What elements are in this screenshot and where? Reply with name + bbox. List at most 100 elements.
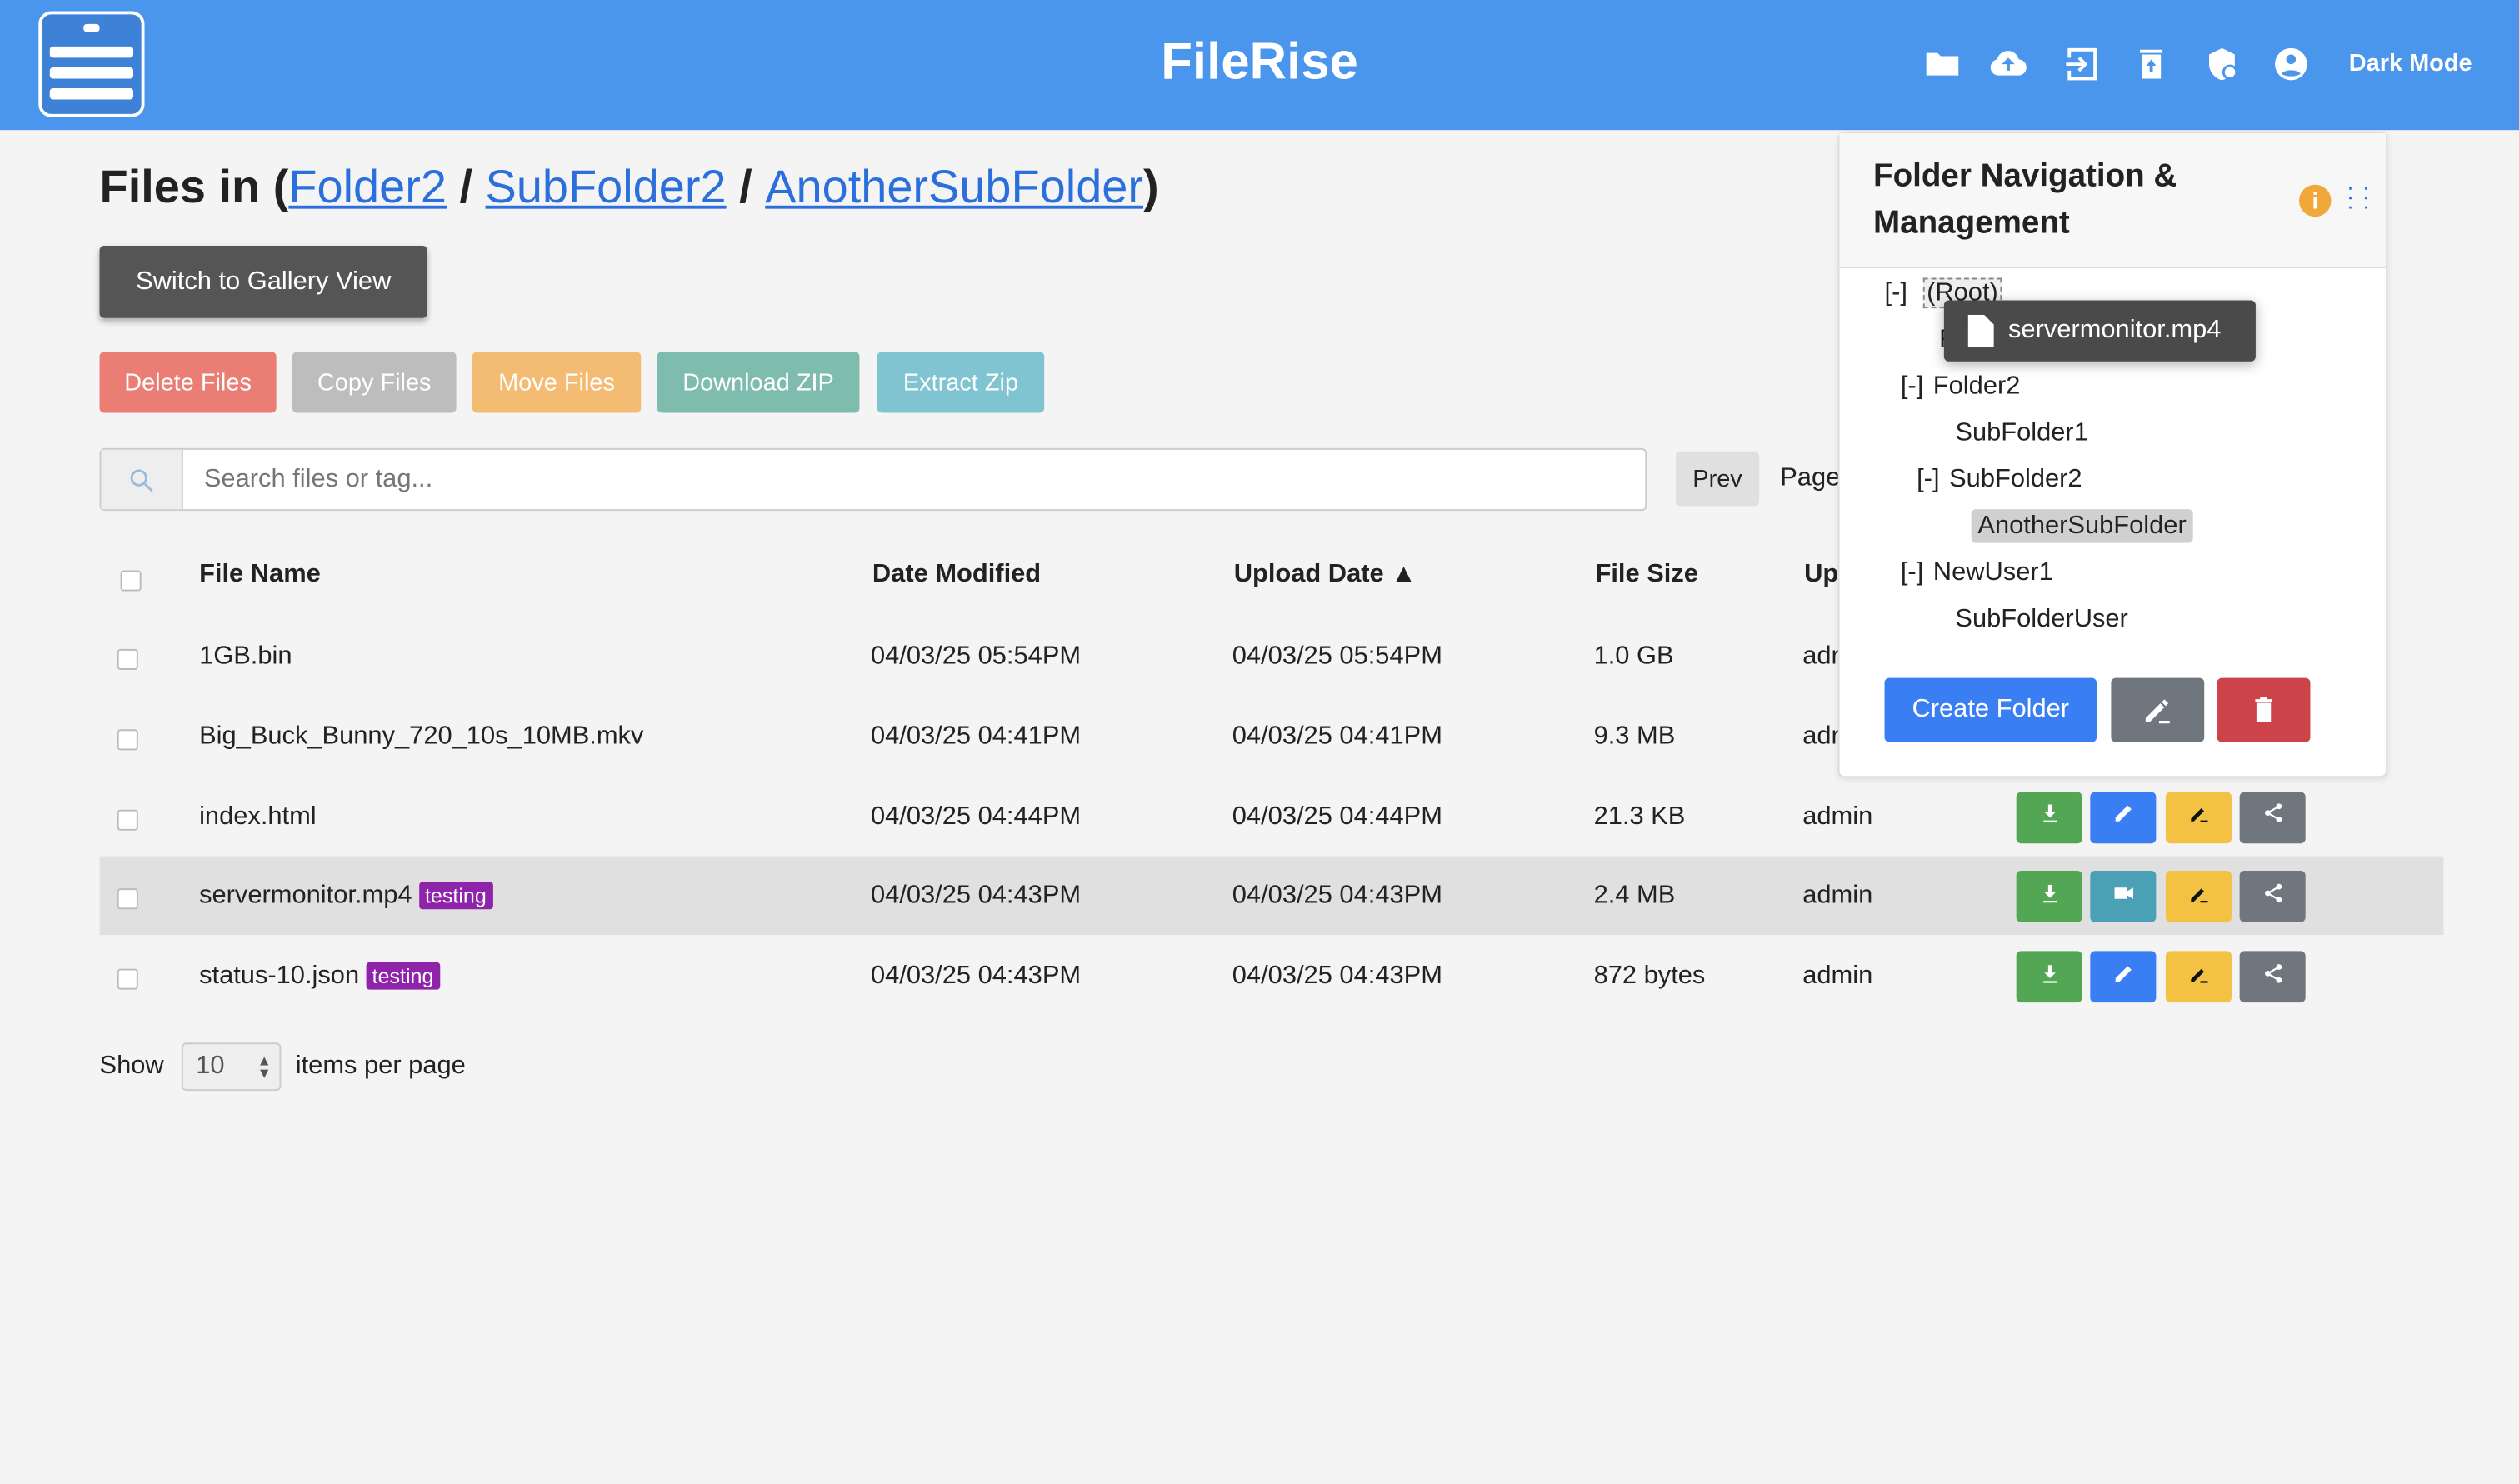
download-icon bbox=[2038, 962, 2061, 992]
copy-files-button[interactable]: Copy Files bbox=[292, 352, 457, 413]
tag-badge: testing bbox=[418, 882, 493, 911]
create-folder-button[interactable]: Create Folder bbox=[1884, 677, 2097, 742]
folder-icon[interactable] bbox=[1923, 45, 1962, 83]
file-size: 1.0 GB bbox=[1593, 642, 1674, 670]
download-icon bbox=[2038, 882, 2061, 912]
col-uploader[interactable]: Up bbox=[1804, 560, 1839, 588]
uploader: admin bbox=[1802, 962, 1873, 991]
page-indicator: Page bbox=[1780, 464, 1841, 492]
logout-icon[interactable] bbox=[2063, 45, 2102, 83]
panel-title: Folder Navigation & Management bbox=[1873, 158, 2177, 242]
edit-button[interactable] bbox=[2090, 951, 2157, 1003]
breadcrumb-subfolder2[interactable]: SubFolder2 bbox=[485, 162, 727, 214]
rename-button[interactable] bbox=[2165, 791, 2232, 843]
search-input[interactable] bbox=[201, 464, 1622, 497]
page-title: Files in (Folder2 / SubFolder2 / Another… bbox=[99, 162, 1159, 214]
collapse-toggle[interactable]: [-] bbox=[1884, 279, 1907, 307]
folder-label: SubFolder2 bbox=[1949, 466, 2082, 493]
download-icon bbox=[2038, 802, 2061, 832]
collapse-toggle[interactable]: [-] bbox=[1900, 558, 1924, 587]
delete-folder-button[interactable] bbox=[2217, 677, 2311, 742]
date-modified: 04/03/25 05:54PM bbox=[870, 642, 1082, 670]
video-camera-icon bbox=[2112, 882, 2134, 912]
date-modified: 04/03/25 04:41PM bbox=[870, 722, 1082, 750]
row-checkbox[interactable] bbox=[117, 728, 138, 750]
info-icon[interactable]: i bbox=[2298, 184, 2332, 217]
date-modified: 04/03/25 04:43PM bbox=[870, 962, 1082, 991]
admin-shield-icon[interactable] bbox=[2202, 45, 2241, 83]
col-file-name[interactable]: File Name bbox=[199, 560, 321, 588]
edit-button[interactable] bbox=[2090, 791, 2157, 843]
file-size: 2.4 MB bbox=[1593, 882, 1676, 911]
download-button[interactable] bbox=[2016, 951, 2082, 1003]
download-button[interactable] bbox=[2016, 791, 2082, 843]
file-name[interactable]: Big_Buck_Bunny_720_10s_10MB.mkv bbox=[199, 722, 644, 750]
extract-zip-button[interactable]: Extract Zip bbox=[877, 352, 1045, 413]
pencil-icon bbox=[2112, 962, 2134, 992]
folder-panel: Folder Navigation & Management i : :: : [… bbox=[1837, 132, 2388, 778]
row-checkbox[interactable] bbox=[117, 888, 138, 911]
folder-label: SubFolder1 bbox=[1955, 419, 2088, 447]
items-per-page-select[interactable]: 10 ▲ ▼ bbox=[181, 1042, 282, 1092]
share-button[interactable] bbox=[2239, 791, 2306, 843]
rename-button[interactable] bbox=[2165, 951, 2232, 1003]
folder-tree-item[interactable]: SubFolder1 bbox=[1955, 419, 2087, 448]
pencil-icon bbox=[2112, 802, 2134, 832]
folder-tree-item[interactable]: AnotherSubFolder bbox=[1971, 509, 2193, 543]
gallery-view-button[interactable]: Switch to Gallery View bbox=[99, 245, 427, 318]
move-files-button[interactable]: Move Files bbox=[472, 352, 642, 413]
folder-label: NewUser1 bbox=[1932, 558, 2053, 587]
uploader: admin bbox=[1802, 802, 1873, 830]
folder-label: Folder2 bbox=[1932, 372, 2021, 401]
prev-page-button[interactable]: Prev bbox=[1675, 451, 1760, 507]
row-checkbox[interactable] bbox=[117, 648, 138, 670]
uploader: adr bbox=[1802, 642, 1840, 670]
share-icon bbox=[2262, 882, 2284, 912]
dark-mode-toggle[interactable]: Dark Mode bbox=[2348, 49, 2472, 77]
file-name[interactable]: status-10.json testing bbox=[199, 962, 441, 992]
download-button[interactable] bbox=[2016, 871, 2082, 923]
share-button[interactable] bbox=[2239, 871, 2306, 923]
collapse-toggle[interactable]: [-] bbox=[1917, 466, 1940, 493]
breadcrumb-anothersubfolder[interactable]: AnotherSubFolder bbox=[765, 162, 1144, 214]
col-upload-date[interactable]: Upload Date ▲ bbox=[1233, 560, 1417, 588]
preview-video-button[interactable] bbox=[2090, 871, 2157, 923]
breadcrumb-folder2[interactable]: Folder2 bbox=[288, 162, 447, 214]
col-file-size[interactable]: File Size bbox=[1595, 560, 1698, 588]
row-checkbox[interactable] bbox=[117, 968, 138, 991]
tag-badge: testing bbox=[365, 962, 441, 991]
drag-handle-icon[interactable]: : :: : bbox=[2347, 178, 2372, 214]
folder-tree-item[interactable]: SubFolderUser bbox=[1955, 606, 2127, 635]
file-name[interactable]: servermonitor.mp4 testing bbox=[199, 882, 493, 912]
delete-files-button[interactable]: Delete Files bbox=[99, 352, 277, 413]
search-icon bbox=[101, 449, 183, 510]
cloud-upload-icon[interactable] bbox=[1989, 45, 2027, 83]
col-date-modified[interactable]: Date Modified bbox=[872, 560, 1042, 588]
file-name[interactable]: index.html bbox=[199, 802, 317, 830]
select-all-checkbox[interactable] bbox=[120, 570, 142, 592]
rename-icon bbox=[2187, 802, 2210, 832]
row-checkbox[interactable] bbox=[117, 808, 138, 830]
file-name[interactable]: 1GB.bin bbox=[199, 642, 292, 670]
rename-button[interactable] bbox=[2165, 871, 2232, 923]
rename-folder-button[interactable] bbox=[2111, 677, 2205, 742]
top-bar: FileRise Dark Mode bbox=[0, 0, 2519, 131]
collapse-toggle[interactable]: [-] bbox=[1900, 372, 1924, 401]
file-size: 872 bytes bbox=[1593, 962, 1706, 991]
folder-label: AnotherSubFolder bbox=[1971, 509, 2193, 543]
share-icon bbox=[2262, 962, 2284, 992]
rename-icon bbox=[2145, 699, 2170, 724]
app-logo bbox=[38, 11, 145, 117]
file-size: 9.3 MB bbox=[1593, 722, 1676, 750]
rename-icon bbox=[2187, 882, 2210, 912]
drag-ghost: servermonitor.mp4 bbox=[1943, 300, 2256, 362]
share-button[interactable] bbox=[2239, 951, 2306, 1003]
user-account-icon[interactable] bbox=[2272, 45, 2310, 83]
restore-trash-icon[interactable] bbox=[2132, 45, 2170, 83]
rename-icon bbox=[2187, 962, 2210, 992]
folder-tree-item[interactable]: [-] SubFolder2 bbox=[1917, 466, 2082, 495]
folder-tree-item[interactable]: [-] NewUser1 bbox=[1901, 559, 2053, 588]
download-zip-button[interactable]: Download ZIP bbox=[657, 352, 860, 413]
folder-tree-item[interactable]: [-] Folder2 bbox=[1901, 372, 2021, 402]
upload-date: 04/03/25 04:43PM bbox=[1232, 962, 1442, 991]
